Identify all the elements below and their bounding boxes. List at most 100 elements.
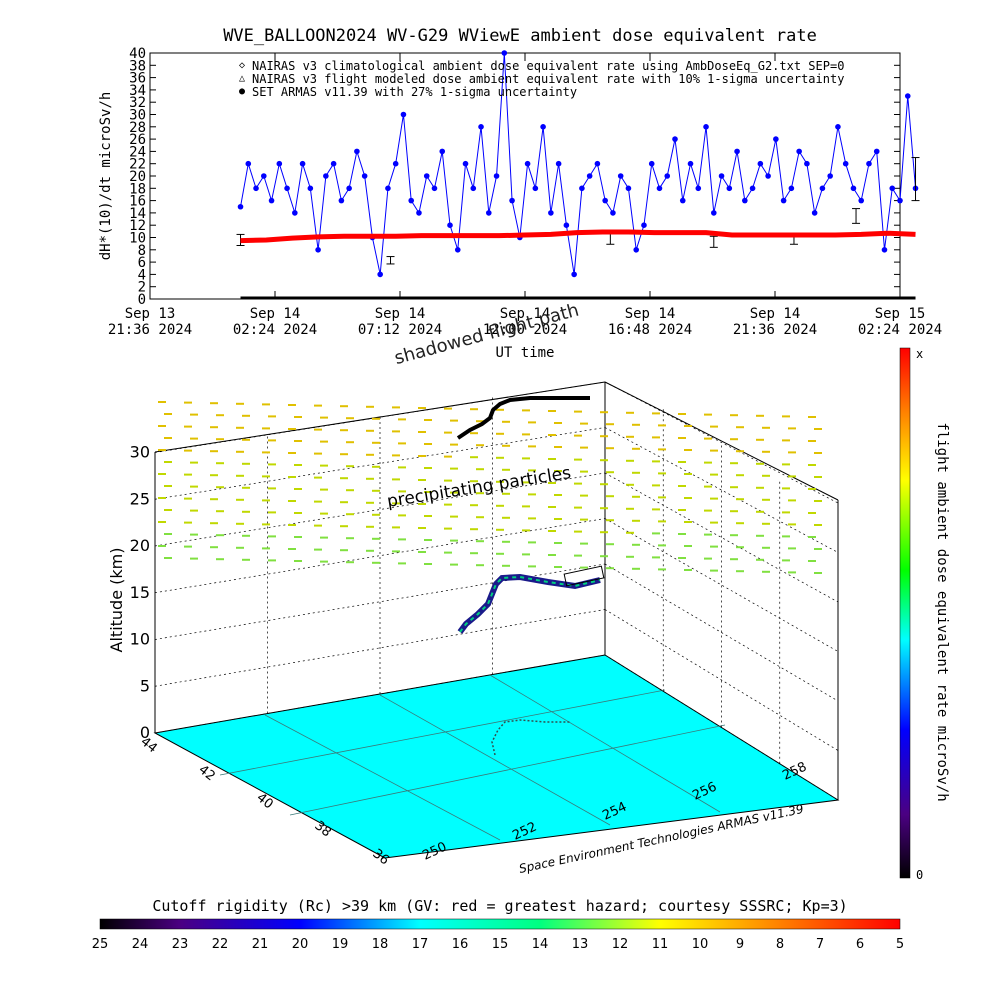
armas-point xyxy=(648,160,655,167)
shadowed-flight-path xyxy=(456,396,590,440)
armas-point xyxy=(400,111,407,118)
rigidity-tick-label: 12 xyxy=(612,937,629,952)
legend-marker-0: ◇ xyxy=(239,60,245,71)
y-tick-label: 4 xyxy=(138,267,146,283)
armas-point xyxy=(284,185,290,192)
altitude-tick-label: 0 xyxy=(140,723,150,742)
armas-point xyxy=(672,136,678,142)
x-axis-label: UT time xyxy=(495,345,554,361)
legend-marker-2: ● xyxy=(239,86,245,97)
floor-grid xyxy=(219,674,726,841)
armas-point xyxy=(330,160,337,167)
y-tick-label: 34 xyxy=(129,83,146,99)
y-tick-label: 26 xyxy=(129,132,146,148)
dose-colorbar-top: x xyxy=(916,347,923,361)
legend-label-0: NAIRAS v3 climatological ambient dose eq… xyxy=(252,59,844,73)
armas-point xyxy=(625,185,632,192)
chart-title: WVE_BALLOON2024 WV-G29 WViewE ambient do… xyxy=(223,26,817,46)
y-tick-label: 12 xyxy=(129,218,146,234)
rigidity-colorbar: Cutoff rigidity (Rc) >39 km (GV: red = g… xyxy=(92,897,904,952)
y-tick-label: 40 xyxy=(129,46,146,62)
right-wall-gridline xyxy=(604,472,839,603)
x-tick-date: Sep 14 xyxy=(375,306,426,322)
rigidity-tick-label: 19 xyxy=(332,937,349,952)
armas-point xyxy=(788,185,795,192)
armas-point xyxy=(804,160,810,167)
rigidity-tick-label: 22 xyxy=(212,937,229,952)
y-tick-label: 8 xyxy=(138,243,146,259)
y-tick-label: 16 xyxy=(129,194,146,210)
armas-point xyxy=(757,160,764,167)
y-tick-label: 28 xyxy=(129,120,146,136)
dose-colorbar-label: flight ambient dose equivalent rate micr… xyxy=(934,422,950,801)
armas-point xyxy=(462,160,469,167)
armas-point xyxy=(602,197,608,204)
rigidity-tick-label: 20 xyxy=(292,937,309,952)
precipitating-particle-markers xyxy=(158,401,822,574)
flight-end-box xyxy=(563,565,605,587)
right-wall-gridline xyxy=(604,654,839,801)
armas-point xyxy=(842,160,849,167)
armas-point xyxy=(594,160,601,167)
rigidity-tick-label: 5 xyxy=(896,937,904,952)
rigidity-tick-label: 13 xyxy=(572,937,589,952)
rigidity-colorbar-ticks: 25 24 23 22 21 20 19 18 17 16 15 14 13 12 11 10 9 8 7 6 5 xyxy=(92,937,904,952)
altitude-tick-label: 20 xyxy=(130,536,150,555)
rigidity-tick-label: 9 xyxy=(736,937,744,952)
rigidity-tick-label: 23 xyxy=(172,937,189,952)
armas-point xyxy=(835,124,841,130)
armas-point xyxy=(392,160,399,167)
y-tick-label: 2 xyxy=(138,280,146,296)
armas-point xyxy=(447,222,453,228)
altitude-tick-label: 25 xyxy=(130,489,150,508)
armas-point xyxy=(664,173,671,179)
x-tick-time: 02:24 2024 xyxy=(233,322,317,338)
armas-point xyxy=(873,148,880,155)
armas-point xyxy=(703,124,709,130)
armas-point xyxy=(377,271,383,278)
armas-point xyxy=(641,222,647,228)
altitude-tick-label: 30 xyxy=(130,443,150,462)
y-tick-label: 0 xyxy=(138,292,146,308)
armas-point xyxy=(485,210,492,216)
armas-point xyxy=(687,160,694,167)
armas-point xyxy=(276,160,283,167)
x-tick-time: 02:24 2024 xyxy=(858,322,942,338)
rigidity-title: Cutoff rigidity (Rc) >39 km (GV: red = g… xyxy=(152,897,847,915)
altitude-tick-label: 5 xyxy=(140,676,150,695)
armas-point xyxy=(299,160,306,167)
armas-point xyxy=(431,185,438,192)
armas-point xyxy=(819,185,826,192)
x-tick-date: Sep 14 xyxy=(500,306,551,322)
left-wall-gridline xyxy=(154,381,606,453)
rigidity-tick-label: 24 xyxy=(132,937,149,952)
armas-point xyxy=(811,210,818,216)
rigidity-tick-label: 8 xyxy=(776,937,784,952)
right-wall-gridline xyxy=(604,609,839,751)
armas-point xyxy=(509,197,515,204)
armas-point xyxy=(718,173,725,179)
armas-point xyxy=(323,173,329,179)
armas-point xyxy=(571,271,577,278)
rigidity-tick-label: 11 xyxy=(652,937,669,952)
armas-point xyxy=(610,210,616,216)
y-tick-label: 30 xyxy=(129,108,146,124)
y-tick-label: 38 xyxy=(129,58,146,74)
armas-point xyxy=(881,247,888,253)
armas-point xyxy=(858,197,865,204)
series-nairas-climatological-line xyxy=(240,229,916,244)
armas-point xyxy=(633,247,640,253)
armas-point xyxy=(292,210,298,216)
series-layer xyxy=(236,50,920,300)
armas-point xyxy=(586,173,593,179)
x-tick-time: 12:00 2024 xyxy=(483,322,567,338)
armas-point xyxy=(253,185,259,192)
armas-point xyxy=(773,136,779,142)
rigidity-tick-label: 14 xyxy=(532,937,549,952)
armas-point xyxy=(338,197,345,204)
armas-point xyxy=(656,185,663,192)
altitude-tick-label: 10 xyxy=(130,630,150,649)
x-tick-date: Sep 15 xyxy=(875,306,926,322)
armas-point xyxy=(548,210,554,216)
